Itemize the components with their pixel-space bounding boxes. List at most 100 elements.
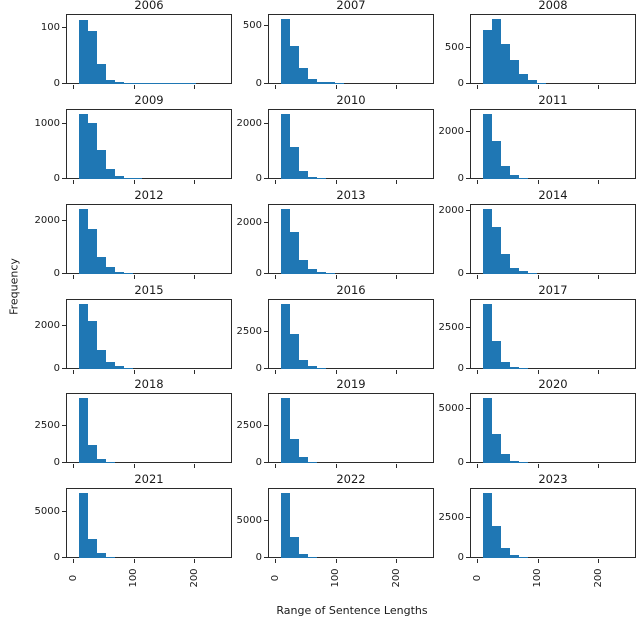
- x-tick-mark: [275, 370, 277, 374]
- x-tick-mark: [335, 370, 337, 374]
- y-tick-mark: [466, 131, 470, 132]
- y-tick-mark: [466, 327, 470, 328]
- histogram-bar: [105, 80, 115, 84]
- x-tick-mark: [537, 180, 539, 184]
- histogram-bar: [280, 19, 290, 84]
- histogram-bar: [96, 150, 106, 179]
- y-tick-mark: [264, 273, 268, 274]
- bars-area: [66, 488, 232, 558]
- subplot-2016: 2016 0 2500: [237, 283, 434, 374]
- y-tick-label: 0: [53, 552, 60, 563]
- histogram-bar: [105, 169, 115, 179]
- bars-area: [470, 14, 636, 84]
- subplot-title: 2007: [336, 0, 366, 12]
- y-tick-label: 0: [53, 363, 60, 374]
- histogram-bar: [307, 557, 317, 558]
- histogram-bar: [500, 166, 510, 179]
- x-tick-mark: [194, 559, 196, 563]
- x-tick-label: 0: [471, 574, 483, 582]
- x-tick-mark: [537, 464, 539, 468]
- x-tick-mark: [396, 180, 398, 184]
- y-tick-mark: [62, 123, 66, 124]
- x-tick-mark: [275, 559, 277, 563]
- histogram-bar: [500, 362, 510, 369]
- y-tick-label: 0: [53, 457, 60, 468]
- x-tick-mark: [335, 464, 337, 468]
- y-tick-mark: [62, 220, 66, 221]
- subplot-title: 2006: [134, 0, 164, 12]
- histogram-bar: [482, 114, 492, 179]
- x-tick-mark: [598, 370, 600, 374]
- y-tick-label: 100: [40, 22, 60, 33]
- subplot-2022: 2022 0 5000 0 100 200: [237, 472, 434, 588]
- subplot-2008: 2008 0 500: [445, 0, 636, 89]
- y-tick-label: 0: [457, 78, 464, 89]
- histogram-bar: [491, 341, 501, 369]
- x-tick-label: 100: [128, 568, 140, 588]
- x-tick-mark: [598, 275, 600, 279]
- y-tick-mark: [466, 517, 470, 518]
- bars-area: [268, 299, 434, 369]
- histogram-bar: [289, 334, 299, 369]
- histogram-bar: [96, 257, 106, 274]
- y-tick-mark: [466, 178, 470, 179]
- bars-area: [66, 14, 232, 84]
- x-tick-mark: [396, 370, 398, 374]
- x-tick-mark: [477, 180, 479, 184]
- histogram-bar: [298, 68, 308, 84]
- y-tick-label: 0: [255, 457, 262, 468]
- y-tick-mark: [264, 368, 268, 369]
- histogram-bar: [298, 457, 308, 463]
- y-tick-label: 0: [457, 552, 464, 563]
- y-tick-mark: [62, 27, 66, 28]
- x-tick-mark: [133, 559, 135, 563]
- subplot-2019: 2019 0 2500: [237, 377, 434, 468]
- subplot-title: 2015: [134, 283, 164, 297]
- histogram-bar: [298, 360, 308, 369]
- y-tick-label: 0: [255, 173, 262, 184]
- x-tick-mark: [194, 85, 196, 89]
- y-tick-label: 0: [53, 173, 60, 184]
- y-tick-mark: [466, 408, 470, 409]
- y-tick-mark: [62, 83, 66, 84]
- histogram-bar: [527, 80, 537, 84]
- x-tick-mark: [335, 180, 337, 184]
- subplot-title: 2022: [336, 472, 366, 486]
- subplot-title: 2010: [336, 93, 366, 107]
- y-tick-mark: [466, 368, 470, 369]
- histogram-bar: [78, 20, 88, 84]
- x-tick-mark: [477, 85, 479, 89]
- x-tick-mark: [335, 85, 337, 89]
- y-tick-mark: [264, 25, 268, 26]
- histogram-bar: [105, 557, 115, 558]
- y-tick-mark: [466, 557, 470, 558]
- x-tick-mark: [133, 180, 135, 184]
- x-tick-mark: [194, 370, 196, 374]
- x-tick-mark: [133, 275, 135, 279]
- histogram-bar: [316, 272, 326, 274]
- histogram-bar: [500, 44, 510, 84]
- y-tick-label: 2000: [236, 118, 262, 129]
- histogram-bar: [289, 537, 299, 558]
- subplot-2014: 2014 0 2000: [439, 188, 636, 279]
- y-tick-label: 1000: [34, 118, 60, 129]
- x-tick-mark: [598, 559, 600, 563]
- x-tick-mark: [477, 275, 479, 279]
- histogram-bar: [123, 273, 133, 274]
- plot-box: [268, 488, 434, 558]
- histogram-bar: [298, 554, 308, 558]
- histogram-bar: [509, 268, 519, 274]
- y-tick-label: 5000: [34, 506, 60, 517]
- x-tick-mark: [275, 275, 277, 279]
- y-tick-mark: [264, 331, 268, 332]
- x-tick-mark: [396, 85, 398, 89]
- histogram-bar: [87, 445, 97, 463]
- x-tick-mark: [477, 464, 479, 468]
- subplot-title: 2021: [134, 472, 164, 486]
- bars-area: [268, 14, 434, 84]
- histogram-bar: [151, 83, 161, 84]
- y-tick-mark: [466, 210, 470, 211]
- y-tick-label: 0: [53, 78, 60, 89]
- subplot-title: 2023: [538, 472, 568, 486]
- histogram-bar: [78, 304, 88, 369]
